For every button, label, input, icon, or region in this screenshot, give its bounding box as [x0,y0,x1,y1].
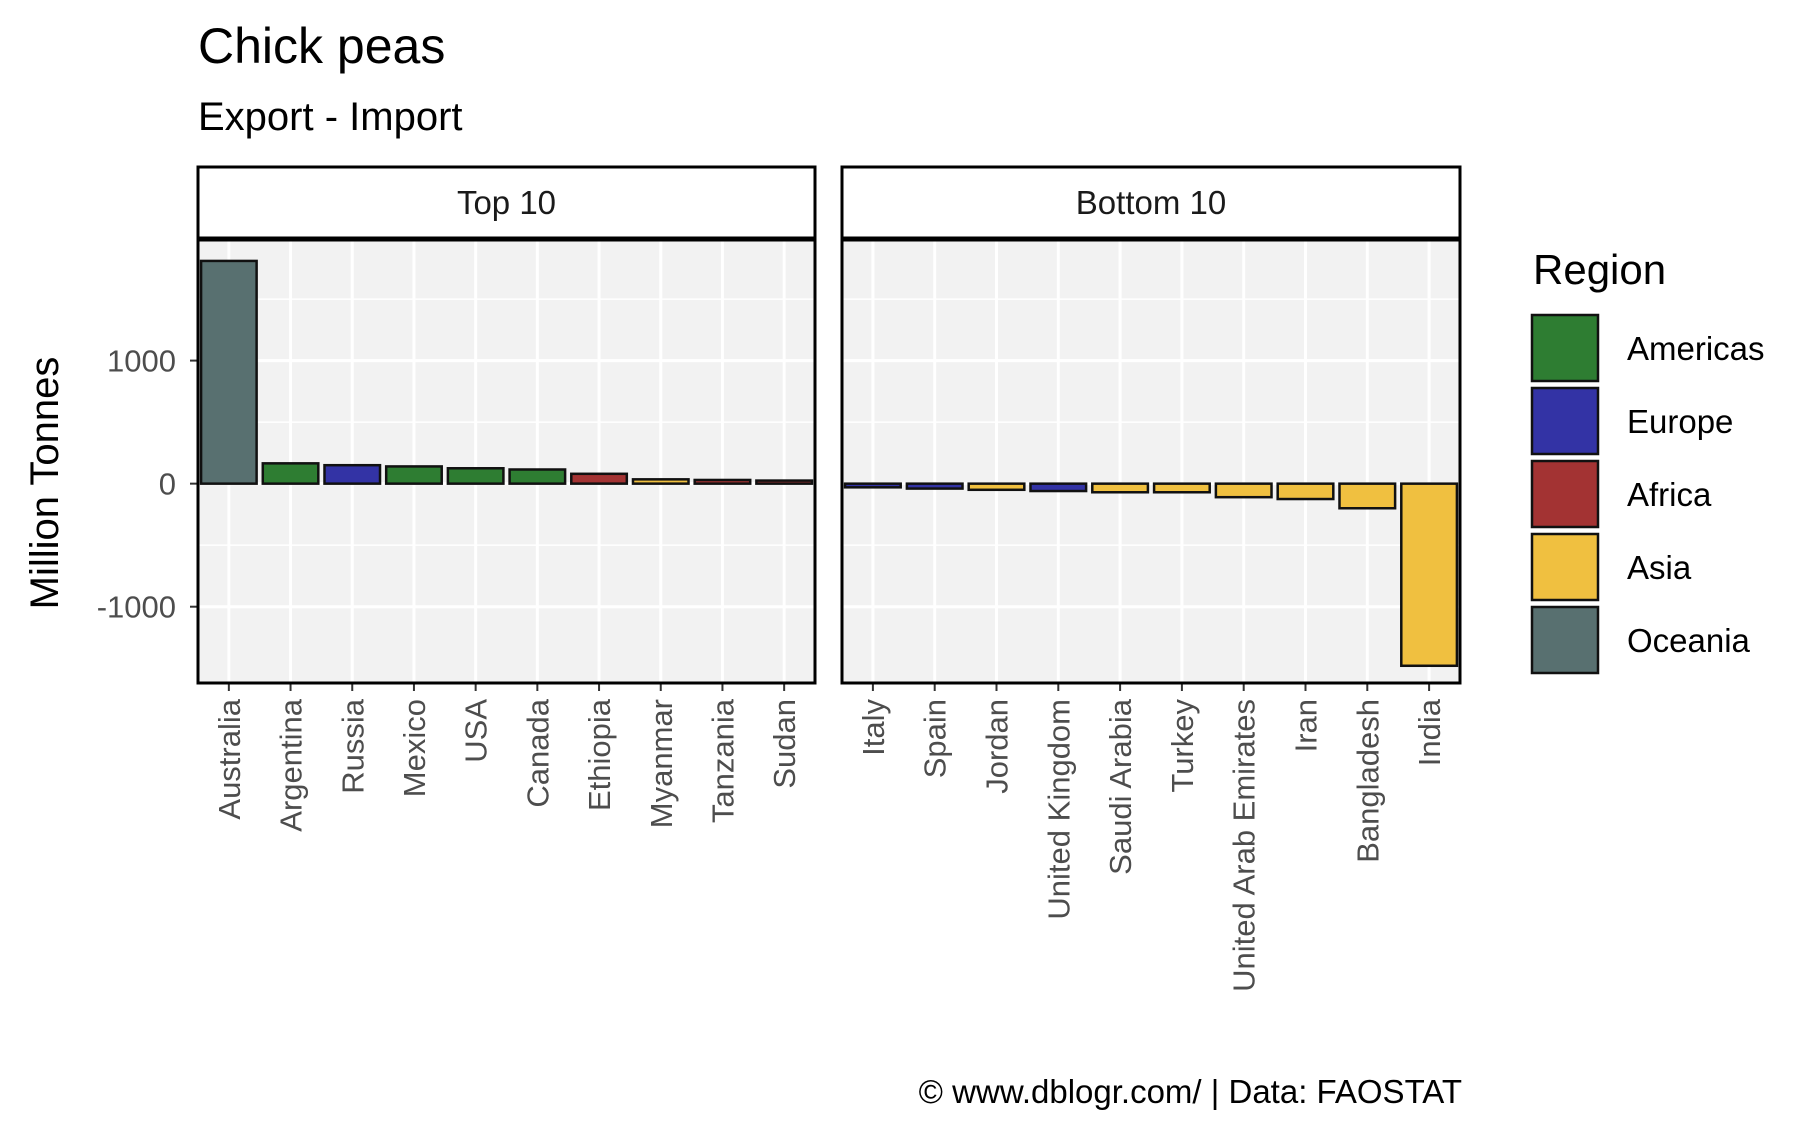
facet-panel-bottom-10: Bottom 10 Italy Spain Jordan United Kingdom S… [840,165,1462,992]
x-tick-label: USA [459,699,494,763]
y-tick-label: 0 [159,467,176,502]
legend-swatch-africa [1530,459,1600,529]
facet-strip [196,165,817,240]
chart-subtitle: Export - Import [198,95,463,139]
bar-tanzania [693,478,752,485]
caption: © www.dblogr.com/ | Data: FAOSTAT [919,1073,1462,1110]
x-tick-label: Bangladesh [1350,699,1385,863]
x-tick-label: Turkey [1165,699,1200,793]
x-tick-label: United Kingdom [1041,699,1076,920]
legend: Region Americas Europe Africa Asia Oceania [1530,246,1765,675]
legend-label-americas: Americas [1627,330,1765,367]
legend-label-europe: Europe [1627,403,1733,440]
legend-swatch-europe [1530,386,1600,456]
facet-strip-label: Top 10 [457,184,556,221]
x-tick-label: United Arab Emirates [1227,699,1262,992]
x-tick-label: Ethiopia [582,698,617,811]
bar-myanmar [631,478,690,485]
bar-italy [843,482,902,489]
panel-border [196,238,817,685]
bar-usa [446,467,505,485]
facet-strip [840,165,1462,240]
bar-spain [905,482,964,490]
x-tick-label: Italy [856,699,891,756]
x-tick-label: India [1412,698,1447,766]
bar-argentina [261,462,320,485]
bar-russia [323,463,382,485]
x-tick-label: Jordan [980,699,1015,794]
x-tick-label: Argentina [274,698,309,831]
x-tick-label: Canada [520,698,555,807]
legend-swatch-oceania [1530,605,1600,675]
x-tick-label: Tanzania [705,698,740,823]
legend-label-africa: Africa [1627,476,1712,513]
legend-label-oceania: Oceania [1627,622,1751,659]
panel-border [840,238,1462,685]
chart-title: Chick peas [198,18,445,74]
legend-label-asia: Asia [1627,549,1692,586]
x-tick-label: Saudi Arabia [1103,698,1138,875]
legend-title: Region [1533,246,1666,293]
bar-mexico [384,465,443,485]
x-tick-label: Australia [212,698,247,819]
bar-jordan [967,482,1026,492]
facet-strip-label: Bottom 10 [1076,184,1226,221]
y-tick-label: -1000 [97,590,176,625]
panel-background [198,240,815,683]
legend-swatch-asia [1530,532,1600,602]
y-tick-label: 1000 [107,344,176,379]
facet-panels: 1000 0 -1000 Top 10 Australia Argentina Russia… [97,165,1462,992]
bar-iran [1276,482,1335,501]
bar-australia [199,259,258,485]
bar-turkey [1152,482,1211,494]
panel-background [842,240,1460,683]
x-tick-label: Myanmar [644,699,679,828]
x-tick-label: Russia [335,698,370,794]
facet-panel-top-10: Top 10 Australia Argentina Russia Mexico USA C… [196,165,817,832]
bar-canada [508,468,567,485]
x-tick-label: Spain [918,699,953,778]
legend-swatch-americas [1530,313,1600,383]
bar-bangladesh [1338,482,1397,510]
x-tick-label: Iran [1289,699,1324,752]
x-tick-label: Sudan [767,699,802,789]
y-axis-title: Million Tonnes [23,357,67,610]
bar-united-kingdom [1029,482,1088,493]
bar-ethiopia [570,472,629,485]
x-tick-label: Mexico [397,699,432,797]
bar-united-arab-emirates [1214,482,1273,499]
bar-india [1400,482,1459,668]
bar-sudan [755,479,814,485]
bar-saudi-arabia [1091,482,1150,494]
